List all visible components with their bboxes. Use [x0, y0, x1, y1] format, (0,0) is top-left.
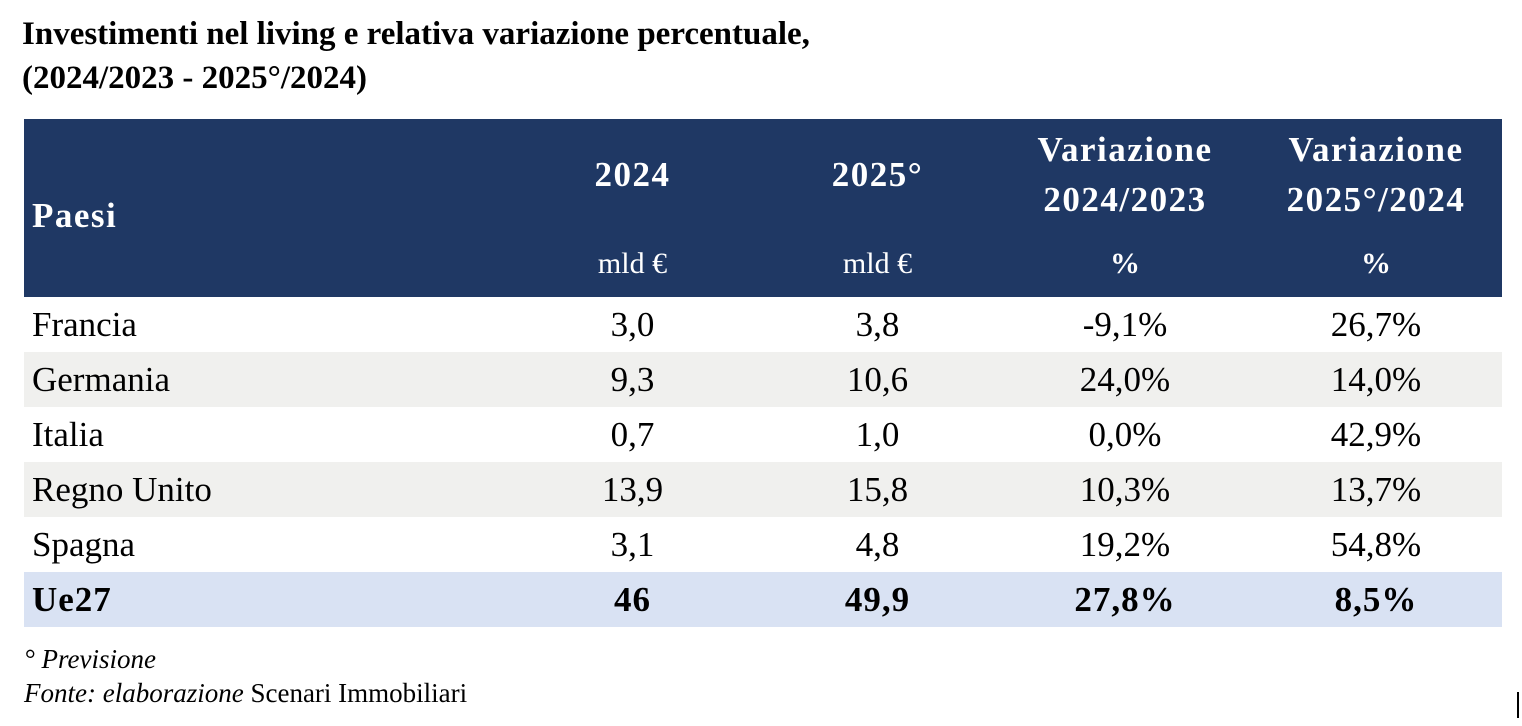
header-variation-2-line-2: 2025°/2024 [1286, 180, 1466, 219]
cell-2025: 10,6 [846, 359, 909, 399]
header-row: Paesi 2024 2025° Variazione 2024/2023 Va… [24, 119, 1502, 245]
table-header: Paesi 2024 2025° Variazione 2024/2023 Va… [24, 119, 1502, 297]
cell-variation-1: 24,0% [1079, 359, 1171, 399]
unit-variation-2: % [1361, 247, 1391, 280]
cell-country: Italia [32, 414, 104, 454]
title-line-1: Investimenti nel living e relativa varia… [22, 16, 810, 52]
header-2024: 2024 [594, 155, 671, 194]
page-title: Investimenti nel living e relativa varia… [22, 12, 810, 100]
table-row-regno-unito: Regno Unito 13,9 15,8 10,3% 13,7% [24, 462, 1502, 517]
table-row-spagna: Spagna 3,1 4,8 19,2% 54,8% [24, 517, 1502, 572]
cell-2024: 3,0 [610, 304, 655, 344]
cell-country: Spagna [32, 524, 136, 564]
cell-2025: 15,8 [846, 469, 909, 509]
cell-variation-2: 26,7% [1330, 304, 1422, 344]
cell-country: Ue27 [32, 579, 112, 619]
cell-variation-2: 42,9% [1330, 414, 1422, 454]
unit-variation-1: % [1110, 247, 1140, 280]
table-row-total-ue27: Ue27 46 49,9 27,8% 8,5% [24, 572, 1502, 627]
forecast-note: ° Previsione [24, 644, 157, 674]
edge-divider [1517, 692, 1519, 718]
cell-variation-1: 10,3% [1079, 469, 1171, 509]
unit-empty [24, 245, 510, 297]
footnotes: ° Previsione Fonte: elaborazione Scenari… [24, 642, 467, 710]
cell-variation-2: 13,7% [1330, 469, 1422, 509]
cell-country: Francia [32, 304, 137, 344]
cell-variation-2: 8,5% [1334, 579, 1418, 619]
cell-2024: 3,1 [610, 524, 655, 564]
source-note: Fonte: elaborazione Scenari Immobiliari [24, 676, 467, 710]
cell-2025: 3,8 [855, 304, 900, 344]
table-row-germania: Germania 9,3 10,6 24,0% 14,0% [24, 352, 1502, 407]
cell-country: Regno Unito [32, 469, 212, 509]
table-body: Francia 3,0 3,8 -9,1% 26,7% Germania 9,3… [24, 297, 1502, 627]
header-units-row: mld € mld € % % [24, 245, 1502, 297]
header-variation-1-line-2: 2024/2023 [1043, 180, 1207, 219]
investment-table: Paesi 2024 2025° Variazione 2024/2023 Va… [24, 119, 1502, 627]
header-variation-2025-2024: Variazione 2025°/2024 [1250, 119, 1502, 245]
source-prefix: Fonte: elaborazione [24, 678, 244, 708]
cell-2025: 4,8 [855, 524, 900, 564]
header-variation-1-line-1: Variazione [1037, 130, 1213, 169]
cell-variation-1: -9,1% [1082, 304, 1168, 344]
cell-2025: 49,9 [844, 579, 911, 619]
title-line-2: (2024/2023 - 2025°/2024) [22, 60, 368, 96]
cell-variation-2: 14,0% [1330, 359, 1422, 399]
header-variation-2-line-1: Variazione [1288, 130, 1464, 169]
source-name: Scenari Immobiliari [250, 678, 468, 708]
unit-2025: mld € [842, 247, 913, 280]
header-country: Paesi [32, 196, 118, 235]
cell-country: Germania [32, 359, 170, 399]
cell-2024: 13,9 [601, 469, 664, 509]
table-row-italia: Italia 0,7 1,0 0,0% 42,9% [24, 407, 1502, 462]
unit-2024: mld € [597, 247, 668, 280]
table-row-francia: Francia 3,0 3,8 -9,1% 26,7% [24, 297, 1502, 352]
cell-variation-1: 0,0% [1088, 414, 1162, 454]
cell-variation-2: 54,8% [1330, 524, 1422, 564]
investment-table-container: Paesi 2024 2025° Variazione 2024/2023 Va… [24, 119, 1502, 627]
cell-2025: 1,0 [855, 414, 900, 454]
cell-2024: 0,7 [610, 414, 655, 454]
cell-variation-1: 27,8% [1074, 579, 1176, 619]
header-2025: 2025° [831, 155, 924, 194]
cell-variation-1: 19,2% [1079, 524, 1171, 564]
cell-2024: 9,3 [610, 359, 655, 399]
header-variation-2024-2023: Variazione 2024/2023 [1000, 119, 1250, 245]
cell-2024: 46 [614, 579, 651, 619]
